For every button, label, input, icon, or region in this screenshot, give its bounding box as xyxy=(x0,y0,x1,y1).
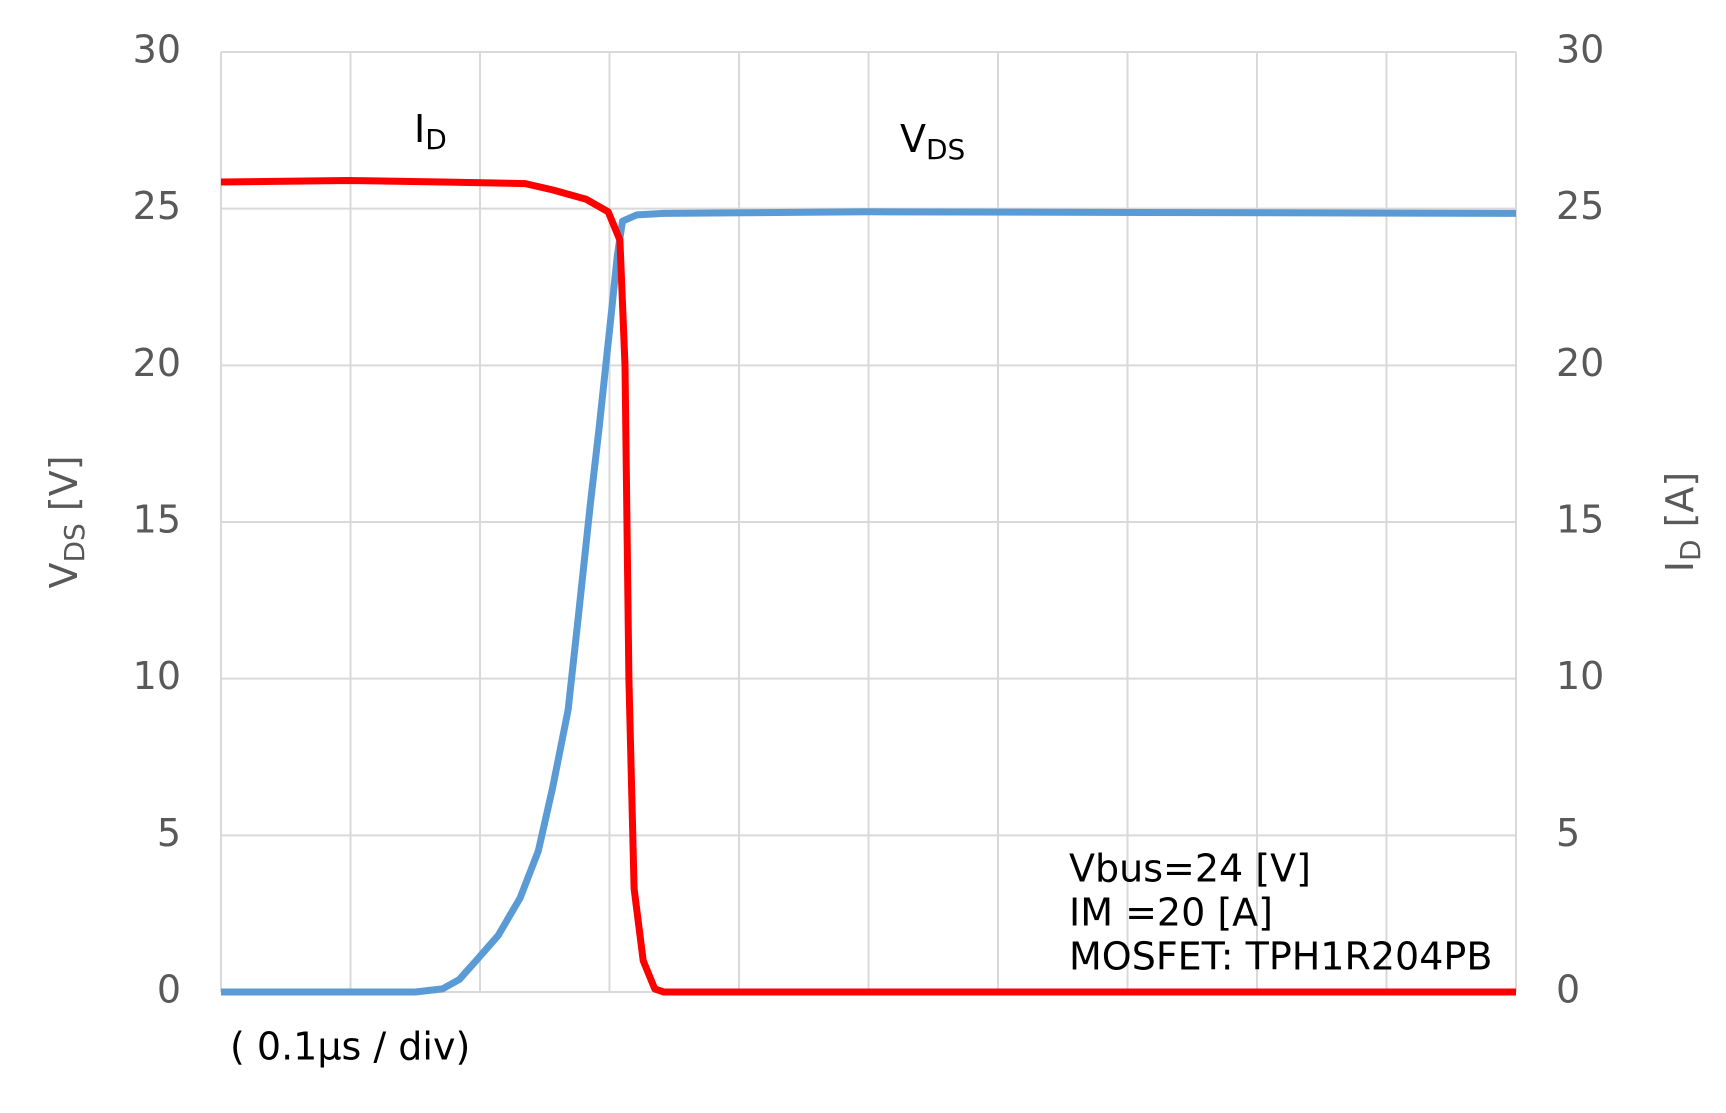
grid xyxy=(220,51,1517,993)
y2-axis-label-sub: D xyxy=(1674,539,1707,561)
y-axis-label-sub: DS xyxy=(58,523,91,562)
series-label: ID xyxy=(414,107,447,157)
y2-tick-label: 30 xyxy=(1556,28,1604,72)
series-label-main: I xyxy=(414,107,425,151)
y-tick-label: 15 xyxy=(133,498,181,542)
annotation: Vbus=24 [V] xyxy=(1069,847,1311,891)
y2-axis-label: ID [A] xyxy=(1658,472,1708,573)
y2-tick-label: 15 xyxy=(1556,498,1604,542)
y2-tick-label: 10 xyxy=(1556,654,1604,698)
y-tick-label: 25 xyxy=(133,184,181,228)
y2-axis-label-unit: [A] xyxy=(1658,472,1702,540)
series-label-sub: D xyxy=(425,123,447,156)
y2-tick-label: 20 xyxy=(1556,341,1604,385)
y-axis-label-unit: [V] xyxy=(42,455,86,523)
y-tick-label: 0 xyxy=(157,968,181,1012)
series-label-main: V xyxy=(900,117,926,161)
x-axis-label: ( 0.1μs / div) xyxy=(230,1025,470,1069)
annotation: MOSFET: TPH1R204PB xyxy=(1069,935,1492,979)
y2-tick-label: 25 xyxy=(1556,184,1604,228)
y2-axis-label-main: I xyxy=(1658,561,1702,572)
y-tick-label: 5 xyxy=(157,811,181,855)
annotation: IM =20 [A] xyxy=(1069,891,1273,935)
y-tick-label: 20 xyxy=(133,341,181,385)
series-label-sub: DS xyxy=(926,133,965,166)
series-line xyxy=(220,177,1516,996)
y2-tick-label: 0 xyxy=(1556,968,1580,1012)
lines xyxy=(220,177,1517,996)
y-tick-label: 30 xyxy=(133,28,181,72)
y-axis-label: VDS [V] xyxy=(42,455,92,588)
y2-tick-label: 5 xyxy=(1556,811,1580,855)
y-tick-label: 10 xyxy=(133,654,181,698)
series-label: VDS xyxy=(900,117,965,167)
series-line xyxy=(221,208,1517,996)
y-axis-label-main: V xyxy=(42,563,86,589)
